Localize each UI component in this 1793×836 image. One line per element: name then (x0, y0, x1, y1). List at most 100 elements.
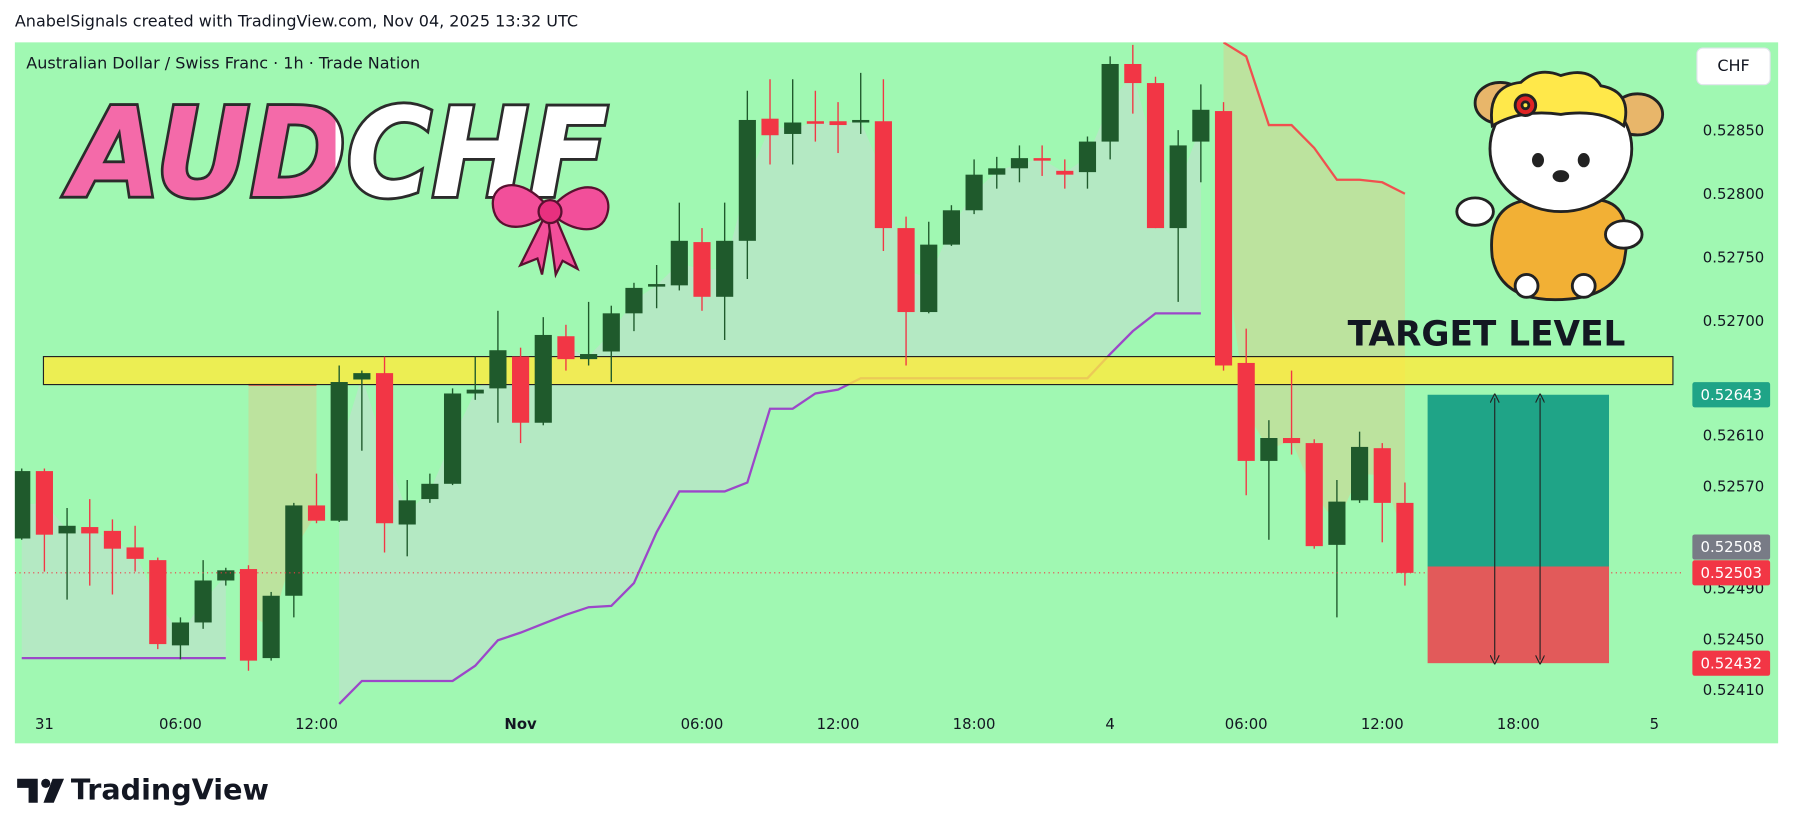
candle-body (716, 240, 734, 297)
candle-body (693, 242, 711, 297)
y-tick-label: 0.52610 (1703, 427, 1764, 445)
candle-body (262, 595, 280, 659)
candle-body (217, 570, 235, 581)
candle-body (1305, 443, 1323, 547)
candle-body (14, 471, 31, 539)
y-tick-label: 0.52800 (1703, 185, 1764, 203)
candle-body (149, 560, 167, 645)
candle-body (602, 313, 620, 352)
x-tick-label: 06:00 (159, 715, 202, 733)
candle-body (761, 118, 779, 136)
price-tag-label: 0.52643 (1701, 386, 1762, 404)
chart-title: AUDCHF (62, 82, 608, 226)
x-tick-label: Nov (504, 715, 537, 733)
candle-body (466, 389, 484, 394)
candle-body (1373, 448, 1391, 503)
target-box (1427, 394, 1610, 567)
candle-body (784, 122, 802, 134)
candle-body (58, 525, 76, 534)
candle-body (81, 527, 99, 534)
candle-body (1056, 170, 1074, 175)
candle-body (375, 373, 394, 524)
candle-body (1328, 501, 1346, 545)
x-tick-label: 12:00 (1361, 715, 1404, 733)
candle-body (580, 354, 598, 360)
target-level-annotation: TARGET LEVEL (1348, 315, 1626, 355)
y-tick-label: 0.52570 (1703, 478, 1764, 496)
candle-body (353, 373, 371, 380)
candle-body (307, 505, 326, 521)
candle-body (330, 382, 348, 521)
trend-fill (248, 384, 317, 627)
y-tick-label: 0.52750 (1703, 249, 1764, 267)
candle-body (874, 121, 892, 229)
y-tick-label: 0.52410 (1703, 681, 1764, 699)
x-tick-label: 31 (35, 715, 54, 733)
price-tag (1692, 382, 1771, 408)
price-tag (1692, 560, 1771, 586)
candle-body (171, 622, 190, 646)
candle-body (1010, 158, 1029, 169)
x-tick-label: 06:00 (681, 715, 724, 733)
candle-body (1396, 502, 1414, 573)
sheep-sticker (1455, 70, 1665, 302)
candle-body (1124, 63, 1142, 84)
y-tick-label: 0.52850 (1703, 121, 1764, 139)
currency-button[interactable] (1696, 47, 1771, 86)
x-tick-label: 12:00 (817, 715, 860, 733)
symbol-legend: Australian Dollar / Swiss Franc · 1h · T… (26, 54, 420, 73)
candle-body (239, 569, 258, 661)
candle-body (648, 284, 666, 287)
price-tag-label: 0.52503 (1701, 564, 1762, 582)
x-tick-label: 18:00 (1497, 715, 1540, 733)
x-tick-label: 4 (1105, 715, 1114, 733)
candle-body (285, 505, 303, 596)
stop-box (1427, 566, 1610, 664)
candle-body (194, 580, 212, 623)
candle-body (920, 244, 938, 313)
candle-body (421, 483, 439, 500)
candle-body (1169, 145, 1187, 229)
candle-body (852, 119, 870, 123)
plot-area (14, 42, 1685, 705)
candle-body (443, 393, 462, 484)
header: AnabelSignals created with TradingView.c… (15, 11, 578, 30)
trend-fill (21, 502, 226, 659)
tradingview-logo (17, 778, 65, 803)
candle-body (965, 174, 983, 211)
support-zone (42, 356, 1674, 386)
x-tick-label: 06:00 (1225, 715, 1268, 733)
x-tick-label: 5 (1650, 715, 1659, 733)
candle-body (670, 240, 688, 286)
y-tick-label: 0.52450 (1703, 630, 1764, 648)
candle-body (897, 228, 915, 313)
candle-body (1260, 438, 1278, 461)
bow-sticker (491, 184, 610, 279)
candle-body (534, 334, 552, 423)
candle-body (829, 121, 847, 126)
candle-body (942, 210, 960, 245)
currency-label[interactable]: CHF (1717, 56, 1749, 75)
candle-body (557, 336, 575, 360)
candle-body (489, 350, 507, 389)
candle-body (738, 119, 756, 241)
candle-body (1033, 158, 1051, 161)
x-tick-label: 18:00 (953, 715, 996, 733)
candle-body (625, 287, 643, 314)
candle-body (103, 530, 122, 549)
candle-body (1237, 362, 1255, 461)
trend-fill (339, 73, 1201, 704)
candle-body (398, 500, 416, 525)
candle-body (35, 471, 53, 535)
trend-fill (1223, 42, 1405, 538)
candle-body (512, 356, 530, 423)
candle-body (988, 168, 1006, 175)
candle-body (1078, 141, 1097, 173)
candle-body (1351, 446, 1369, 501)
price-tag (1692, 650, 1771, 676)
candle-body (126, 547, 144, 559)
candle-body (1101, 63, 1119, 142)
candle-body (1282, 438, 1301, 444)
